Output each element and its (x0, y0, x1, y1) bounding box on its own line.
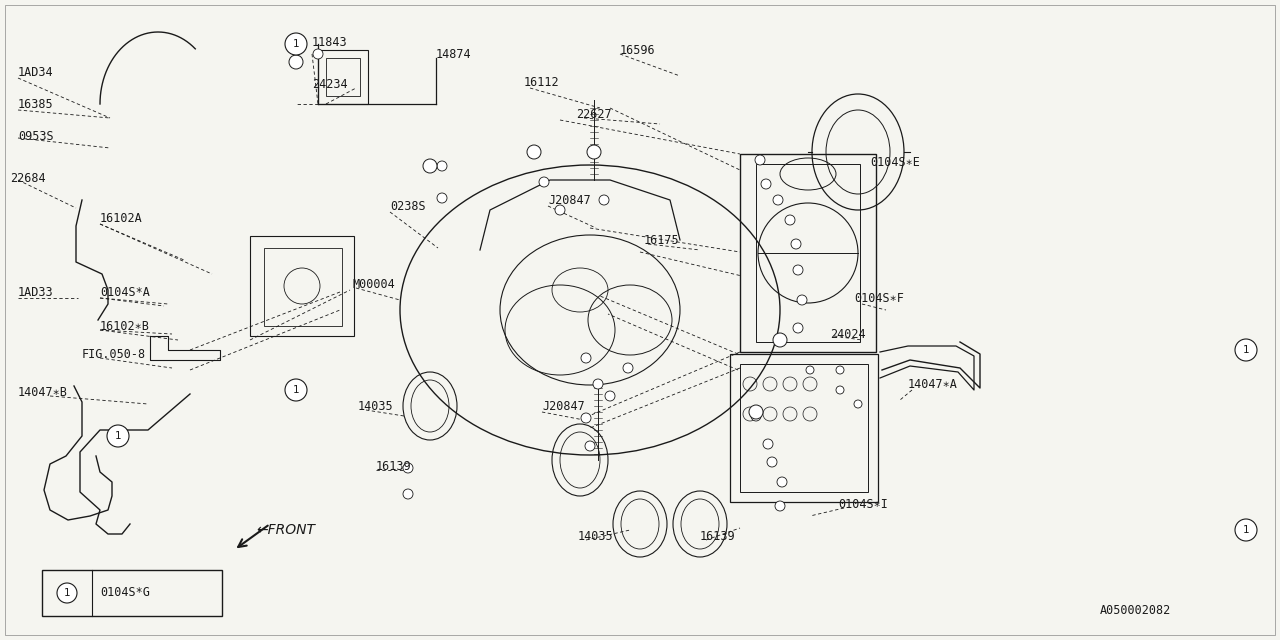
Circle shape (108, 425, 129, 447)
Circle shape (285, 33, 307, 55)
Text: 24024: 24024 (829, 328, 865, 340)
Circle shape (1235, 519, 1257, 541)
Circle shape (556, 205, 564, 215)
Text: 1: 1 (293, 385, 300, 395)
Text: 16385: 16385 (18, 97, 54, 111)
Text: 0104S*G: 0104S*G (100, 586, 150, 600)
Circle shape (593, 379, 603, 389)
Circle shape (581, 413, 591, 423)
Text: 1: 1 (293, 39, 300, 49)
Circle shape (797, 295, 806, 305)
Text: 16139: 16139 (376, 460, 412, 472)
Circle shape (794, 265, 803, 275)
Text: J20847: J20847 (548, 193, 591, 207)
Circle shape (623, 363, 634, 373)
Text: 16102A: 16102A (100, 211, 143, 225)
Text: A050002082: A050002082 (1100, 604, 1171, 616)
Circle shape (806, 366, 814, 374)
Bar (730, 354, 878, 502)
Circle shape (794, 323, 803, 333)
Circle shape (763, 439, 773, 449)
Text: 0104S∗I: 0104S∗I (838, 497, 888, 511)
Bar (756, 164, 860, 342)
Text: FIG.050-8: FIG.050-8 (82, 348, 146, 360)
Circle shape (436, 161, 447, 171)
Circle shape (836, 386, 844, 394)
Text: ←FRONT: ←FRONT (256, 523, 315, 537)
Text: 0104S*A: 0104S*A (100, 285, 150, 298)
Text: 1: 1 (1243, 345, 1249, 355)
Text: 14047∗B: 14047∗B (18, 385, 68, 399)
Text: 1AD34: 1AD34 (18, 65, 54, 79)
Circle shape (422, 159, 436, 173)
Circle shape (599, 195, 609, 205)
Text: 0104S∗F: 0104S∗F (854, 291, 904, 305)
Text: 14047∗A: 14047∗A (908, 378, 957, 390)
Text: 16102∗B: 16102∗B (100, 319, 150, 333)
Text: 1: 1 (64, 588, 70, 598)
Circle shape (854, 400, 861, 408)
Circle shape (314, 49, 323, 59)
Circle shape (755, 155, 765, 165)
Circle shape (403, 489, 413, 499)
Circle shape (773, 333, 787, 347)
Circle shape (773, 195, 783, 205)
Circle shape (58, 583, 77, 603)
Circle shape (1235, 339, 1257, 361)
Bar (740, 364, 868, 492)
Text: 14035: 14035 (579, 529, 613, 543)
Text: M00004: M00004 (352, 278, 394, 291)
Circle shape (539, 177, 549, 187)
Text: 24234: 24234 (312, 77, 348, 90)
Text: 14874: 14874 (436, 47, 471, 61)
Circle shape (751, 411, 762, 421)
Text: 0953S: 0953S (18, 129, 54, 143)
Circle shape (588, 145, 602, 159)
Bar (250, 236, 355, 336)
Circle shape (581, 353, 591, 363)
Circle shape (749, 405, 763, 419)
Bar (42, 570, 221, 616)
Circle shape (585, 441, 595, 451)
Text: 16596: 16596 (620, 44, 655, 56)
Circle shape (285, 379, 307, 401)
Text: 1: 1 (115, 431, 122, 441)
Text: 11843: 11843 (312, 35, 348, 49)
Text: 22684: 22684 (10, 172, 46, 184)
Bar (740, 154, 876, 352)
Bar (326, 58, 360, 96)
Text: 0238S: 0238S (390, 200, 426, 212)
Circle shape (605, 391, 614, 401)
Circle shape (767, 457, 777, 467)
Circle shape (527, 145, 541, 159)
Bar (317, 50, 369, 104)
Circle shape (791, 239, 801, 249)
Text: 1: 1 (1243, 525, 1249, 535)
Bar (264, 248, 342, 326)
Circle shape (403, 463, 413, 473)
Circle shape (762, 179, 771, 189)
Text: J20847: J20847 (541, 399, 585, 413)
Text: 16112: 16112 (524, 76, 559, 88)
Circle shape (836, 366, 844, 374)
Text: 16139: 16139 (700, 529, 736, 543)
Circle shape (289, 55, 303, 69)
Text: 14035: 14035 (358, 399, 394, 413)
Text: 22627: 22627 (576, 108, 612, 120)
Circle shape (774, 501, 785, 511)
Circle shape (777, 477, 787, 487)
Circle shape (436, 193, 447, 203)
Text: 0104S∗E: 0104S∗E (870, 156, 920, 168)
Circle shape (785, 215, 795, 225)
Text: 1AD33: 1AD33 (18, 285, 54, 298)
Text: 16175: 16175 (644, 234, 680, 246)
